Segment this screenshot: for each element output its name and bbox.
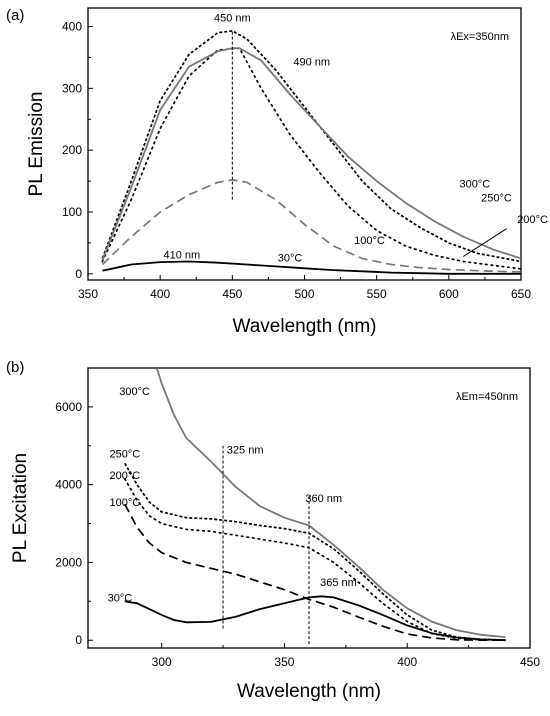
annotation-label: 200°C — [517, 214, 548, 226]
y-axis-title: PL Excitation — [10, 453, 31, 563]
x-tick-label: 600 — [439, 287, 459, 301]
series-line-300c — [155, 368, 506, 638]
series-line-100c — [101, 179, 521, 273]
annotation-label: 100°C — [354, 235, 385, 247]
series-line-250c — [101, 30, 521, 263]
y-tick-label: 4000 — [55, 478, 82, 492]
x-tick-label: 400 — [150, 287, 170, 301]
wavelength-note: λEm=450nm — [456, 391, 518, 403]
x-tick-label: 450 — [520, 655, 540, 669]
panel-label: (b) — [6, 359, 24, 376]
x-tick-label: 350 — [78, 287, 98, 301]
x-tick-label: 350 — [274, 655, 294, 669]
x-axis-title: Wavelength (nm) — [233, 316, 377, 337]
x-axis-title: Wavelength (nm) — [237, 681, 381, 702]
annotation-label: 30°C — [108, 592, 133, 604]
series-line-100c — [124, 503, 506, 642]
annotation-label: 300°C — [119, 386, 150, 398]
series-line-30c — [102, 260, 521, 275]
series-line-300c — [101, 47, 521, 261]
panel-label: (a) — [6, 7, 24, 24]
y-axis-title: PL Emission — [26, 92, 47, 197]
y-tick-label: 6000 — [55, 400, 82, 414]
annotation-label: 250°C — [481, 192, 512, 204]
series-line-200c — [101, 47, 521, 270]
annotation-label: 410 nm — [163, 249, 200, 261]
annotation-label: 450 nm — [214, 13, 251, 25]
x-tick-label: 550 — [367, 287, 387, 301]
x-tick-label: 650 — [511, 287, 531, 301]
y-tick-label: 0 — [75, 633, 82, 647]
x-tick-label: 450 — [222, 287, 242, 301]
x-tick-label: 300 — [152, 655, 172, 669]
annotation-label: 250°C — [109, 448, 140, 460]
annotation-label: 100°C — [109, 497, 140, 509]
y-tick-label: 200 — [62, 143, 82, 157]
y-tick-label: 400 — [62, 20, 82, 34]
leader-line — [462, 228, 507, 257]
y-tick-label: 2000 — [55, 555, 82, 569]
annotation-label: 360 nm — [305, 493, 342, 505]
panel-b-excitation-chart: 300 350 400 450 0 2000 4000 6000 Wavelength (nm)… — [6, 359, 540, 702]
annotation-label: 325 nm — [227, 445, 264, 457]
annotation-label: 30°C — [278, 252, 303, 264]
series-line-250c — [124, 462, 506, 641]
wavelength-note: λEx=350nm — [451, 31, 509, 43]
y-tick-label: 100 — [62, 205, 82, 219]
panel-a-emission-chart: 350 400 450 500 550 600 650 0 100 200 300 400 Wavele… — [6, 7, 548, 337]
annotation-label: 365 nm — [320, 577, 357, 589]
y-tick-label: 300 — [62, 81, 82, 95]
annotation-label: 490 nm — [293, 56, 330, 68]
x-tick-label: 400 — [397, 655, 417, 669]
plot-frame — [87, 367, 531, 649]
x-tick-label: 500 — [294, 287, 314, 301]
y-tick-label: 0 — [75, 267, 82, 281]
annotation-label: 200°C — [109, 470, 140, 482]
series-line-200c — [123, 477, 507, 642]
annotation-label: 300°C — [459, 178, 490, 190]
